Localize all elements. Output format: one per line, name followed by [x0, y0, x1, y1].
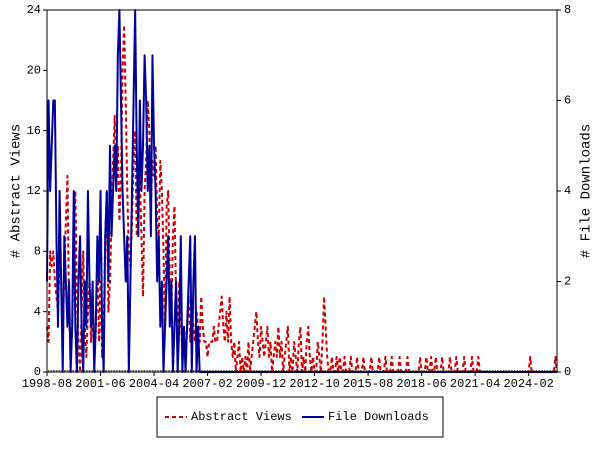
legend-label: File Downloads	[328, 410, 429, 424]
y-tick-label: 24	[27, 3, 41, 17]
plot-frame	[46, 9, 558, 373]
x-tick-label: 2004-04	[129, 377, 179, 391]
y-axis-label: # Abstract Views	[9, 124, 25, 258]
y-tick-label: 20	[27, 64, 41, 78]
x-tick-label: 2021-04	[450, 377, 500, 391]
y-tick-label: 12	[27, 184, 41, 198]
x-tick-label: 2024-02	[503, 377, 553, 391]
x-tick-label: 2018-06	[396, 377, 446, 391]
y2-tick-label: 2	[564, 275, 571, 289]
x-tick-label: 1998-08	[22, 377, 72, 391]
x-tick-label: 2015-08	[343, 377, 393, 391]
y2-tick-label: 6	[564, 94, 571, 108]
x-tick-label: 2009-12	[236, 377, 286, 391]
y2-tick-label: 4	[564, 184, 571, 198]
x-tick-label: 2007-02	[182, 377, 232, 391]
legend-box	[156, 396, 444, 438]
legend-label: Abstract Views	[191, 410, 292, 424]
y-tick-label: 16	[27, 124, 41, 138]
x-tick-label: 2001-06	[75, 377, 125, 391]
y-tick-label: 0	[34, 365, 41, 379]
y2-tick-label: 8	[564, 3, 571, 17]
y-tick-label: 8	[34, 245, 41, 259]
x-tick-label: 2012-10	[289, 377, 339, 391]
y2-tick-label: 0	[564, 365, 571, 379]
y-tick-label: 4	[34, 305, 41, 319]
y2-axis-label: # File Downloads	[579, 124, 595, 258]
